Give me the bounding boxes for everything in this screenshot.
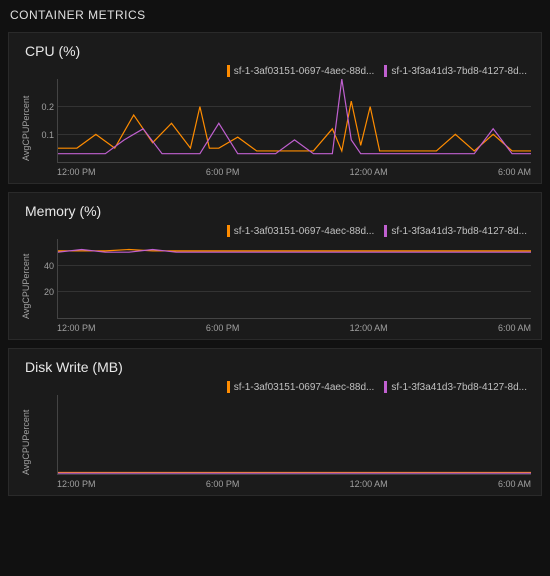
chart-legend: sf-1-3af03151-0697-4aec-88d... sf-1-3f3a4…	[19, 65, 531, 77]
y-tick-label: 40	[34, 261, 54, 271]
legend-item[interactable]: sf-1-3f3a41d3-7bd8-4127-8d...	[384, 225, 527, 237]
series-svg	[58, 239, 531, 318]
x-tick-label: 12:00 PM	[57, 323, 96, 333]
chart-body: AvgCPUPercent204012:00 PM6:00 PM12:00 AM…	[19, 239, 531, 333]
x-tick-label: 12:00 AM	[350, 323, 388, 333]
series-line	[58, 250, 531, 251]
chart-legend: sf-1-3af03151-0697-4aec-88d... sf-1-3f3a4…	[19, 381, 531, 393]
y-tick-label: 0.2	[34, 102, 54, 112]
plot[interactable]	[57, 395, 531, 475]
legend-item[interactable]: sf-1-3af03151-0697-4aec-88d...	[227, 381, 375, 393]
legend-swatch	[227, 65, 230, 77]
plot-area[interactable]: 0.10.2 12:00 PM 6:00 PM 12:00 AM 6:00 AM	[57, 79, 531, 177]
legend-label: sf-1-3af03151-0697-4aec-88d...	[234, 66, 375, 77]
y-axis-label: AvgCPUPercent	[19, 239, 33, 333]
chart-title: Memory (%)	[19, 203, 531, 219]
x-tick-label: 12:00 PM	[57, 479, 96, 489]
chart-card: CPU (%)sf-1-3af03151-0697-4aec-88d...sf-…	[8, 32, 542, 184]
chart-card: Disk Write (MB) sf-1-3af03151-0697-4aec-8…	[8, 348, 542, 496]
x-tick-label: 6:00 PM	[206, 323, 240, 333]
legend-item[interactable]: sf-1-3af03151-0697-4aec-88d...	[227, 65, 375, 77]
x-axis: 12:00 PM 6:00 PM 12:00 AM 6:00 AM	[57, 319, 531, 333]
legend-item[interactable]: sf-1-3af03151-0697-4aec-88d...	[227, 225, 375, 237]
series-line	[58, 101, 531, 151]
chart-legend: sf-1-3af03151-0697-4aec-88d... sf-1-3f3a4…	[19, 225, 531, 237]
y-axis-label: AvgCPUPercent	[19, 79, 33, 177]
legend-label: sf-1-3f3a41d3-7bd8-4127-8d...	[391, 66, 527, 77]
legend-label: sf-1-3f3a41d3-7bd8-4127-8d...	[391, 226, 527, 237]
x-tick-label: 6:00 AM	[498, 323, 531, 333]
series-svg	[58, 79, 531, 162]
legend-label: sf-1-3af03151-0697-4aec-88d...	[234, 382, 375, 393]
legend-label: sf-1-3f3a41d3-7bd8-4127-8d...	[391, 382, 527, 393]
y-axis-label: AvgCPUPercent	[19, 395, 33, 489]
x-tick-label: 12:00 AM	[350, 167, 388, 177]
chart-body: AvgCPUPercent 12:00 PM 6:00 PM 12:00 AM 6:00…	[19, 395, 531, 489]
panel-title: CONTAINER METRICS	[0, 0, 550, 28]
chart-title: CPU (%)	[19, 43, 531, 59]
legend-item[interactable]: sf-1-3f3a41d3-7bd8-4127-8d...	[384, 381, 527, 393]
legend-swatch	[384, 65, 387, 77]
x-axis: 12:00 PM 6:00 PM 12:00 AM 6:00 AM	[57, 163, 531, 177]
y-tick-label: 20	[34, 287, 54, 297]
legend-swatch	[227, 381, 230, 393]
x-tick-label: 6:00 AM	[498, 167, 531, 177]
chart-card: Memory (%) sf-1-3af03151-0697-4aec-88d...…	[8, 192, 542, 340]
container-metrics-panel: CONTAINER METRICS CPU (%) sf-1-3af03151-0…	[0, 0, 550, 496]
x-tick-label: 6:00 PM	[206, 479, 240, 489]
y-tick-label: 0.1	[34, 130, 54, 140]
series-svg	[58, 395, 531, 474]
plot[interactable]: 0.10.2	[57, 79, 531, 163]
x-axis: 12:00 PM 6:00 PM 12:00 AM 6:00 AM	[57, 475, 531, 489]
x-tick-label: 12:00 AM	[350, 479, 388, 489]
x-tick-label: 12:00 PM	[57, 167, 96, 177]
legend-swatch	[227, 225, 230, 237]
chart-title: Disk Write (MB)	[19, 359, 531, 375]
legend-swatch	[384, 381, 387, 393]
plot-area[interactable]: 12:00 PM 6:00 PM 12:00 AM 6:00 AM	[57, 395, 531, 489]
legend-swatch	[384, 225, 387, 237]
series-line	[58, 79, 531, 154]
legend-item[interactable]: sf-1-3f3a41d3-7bd8-4127-8d...	[384, 65, 527, 77]
chart-body: AvgCPUPercent0.10.212:00 PM6:00 PM12:00 …	[19, 79, 531, 177]
plot[interactable]: 2040	[57, 239, 531, 319]
x-tick-label: 6:00 AM	[498, 479, 531, 489]
legend-label: sf-1-3af03151-0697-4aec-88d...	[234, 226, 375, 237]
x-tick-label: 6:00 PM	[206, 167, 240, 177]
plot-area[interactable]: 2040 12:00 PM 6:00 PM 12:00 AM 6:00 AM	[57, 239, 531, 333]
